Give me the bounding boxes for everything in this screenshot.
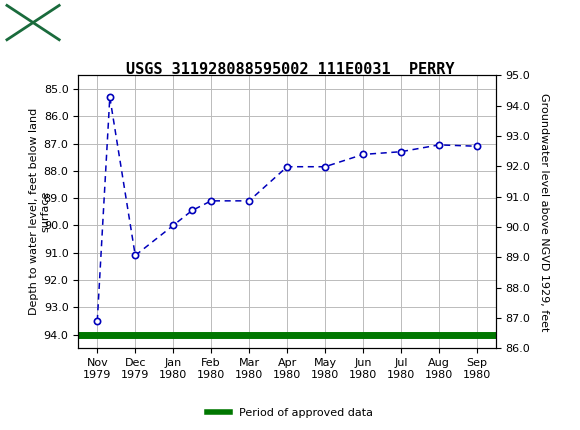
- Y-axis label: Depth to water level, feet below land
surface: Depth to water level, feet below land su…: [29, 108, 50, 315]
- Text: USGS 311928088595002 111E0031  PERRY: USGS 311928088595002 111E0031 PERRY: [126, 62, 454, 77]
- FancyBboxPatch shape: [7, 6, 59, 40]
- Legend: Period of approved data: Period of approved data: [203, 403, 377, 422]
- Text: USGS: USGS: [67, 14, 122, 31]
- Y-axis label: Groundwater level above NGVD 1929, feet: Groundwater level above NGVD 1929, feet: [539, 92, 549, 331]
